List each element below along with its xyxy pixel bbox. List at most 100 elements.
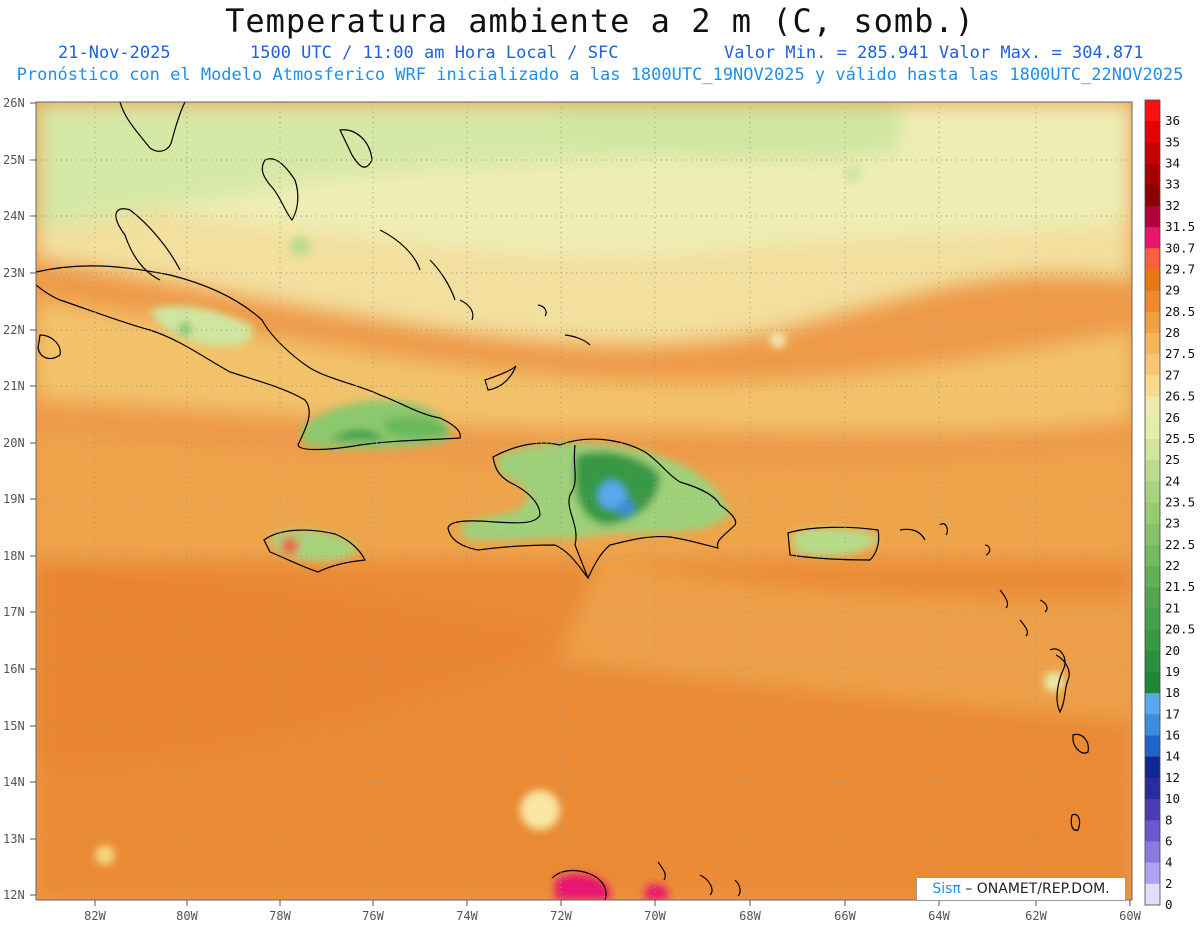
lat-label: 17N — [3, 605, 25, 619]
colorbar-label: 8 — [1165, 812, 1173, 827]
colorbar-label: 27 — [1165, 367, 1180, 382]
colorbar-swatch — [1145, 566, 1160, 588]
lon-label: 68W — [739, 909, 761, 923]
colorbar-label: 10 — [1165, 791, 1180, 806]
colorbar-swatch — [1145, 184, 1160, 207]
lat-label: 21N — [3, 379, 25, 393]
graticule — [36, 102, 1132, 900]
lon-label: 62W — [1025, 909, 1047, 923]
colorbar-swatch — [1145, 883, 1160, 906]
colorbar-label: 20 — [1165, 643, 1180, 658]
colorbar-swatch — [1145, 269, 1160, 292]
temperature-map: 26N 25N 24N 23N 22N 21N 20N 19N 18N 17N … — [3, 96, 1195, 923]
colorbar-swatch — [1145, 142, 1160, 165]
colorbar-label: 28.5 — [1165, 304, 1195, 319]
colorbar-swatch — [1145, 820, 1160, 842]
colorbar-label: 22 — [1165, 558, 1180, 573]
colorbar-label: 33 — [1165, 177, 1180, 192]
colorbar-label: 34 — [1165, 156, 1180, 171]
colorbar-label: 6 — [1165, 833, 1173, 848]
colorbar-label: 16 — [1165, 728, 1180, 743]
colorbar-label: 26.5 — [1165, 389, 1195, 404]
colorbar-label: 2 — [1165, 876, 1173, 891]
colorbar-label: 21 — [1165, 600, 1180, 615]
lon-label: 74W — [456, 909, 478, 923]
lon-axis: 82W 80W 78W 76W 74W 72W 70W 68W 66W 64W … — [84, 900, 1142, 923]
temperature-field — [36, 102, 1132, 900]
lon-label: 80W — [176, 909, 198, 923]
colorbar-swatch — [1145, 417, 1160, 440]
colorbar-label: 19 — [1165, 664, 1180, 679]
colorbar-label: 29 — [1165, 283, 1180, 298]
lat-label: 26N — [3, 96, 25, 110]
colorbar-label: 26 — [1165, 410, 1180, 425]
colorbar-label: 22.5 — [1165, 537, 1195, 552]
colorbar-swatch — [1145, 502, 1160, 525]
lat-label: 23N — [3, 266, 25, 280]
lon-label: 64W — [928, 909, 950, 923]
colorbar-label: 21.5 — [1165, 579, 1195, 594]
lat-label: 24N — [3, 209, 25, 223]
lon-label: 76W — [362, 909, 384, 923]
colorbar-label: 35 — [1165, 134, 1180, 149]
forecast-note: Pronóstico con el Modelo Atmosferico WRF… — [16, 65, 1184, 85]
colorbar-label: 31.5 — [1165, 219, 1195, 234]
colorbar: 363534333231.530.729.72928.52827.52726.5… — [1144, 99, 1195, 912]
credit-box: Sisπ – ONAMET/REP.DOM. — [916, 877, 1126, 901]
colorbar-swatch — [1145, 693, 1160, 715]
colorbar-swatch — [1145, 205, 1160, 228]
colorbar-label: 14 — [1165, 749, 1180, 764]
colorbar-swatch — [1145, 438, 1160, 461]
lat-label: 16N — [3, 662, 25, 676]
colorbar-swatch — [1145, 714, 1160, 737]
lat-label: 22N — [3, 323, 25, 337]
colorbar-label: 36 — [1165, 113, 1180, 128]
colorbar-label: 4 — [1165, 855, 1173, 870]
colorbar-label: 27.5 — [1165, 346, 1195, 361]
lat-label: 20N — [3, 436, 25, 450]
lat-label: 18N — [3, 549, 25, 563]
lon-label: 60W — [1119, 909, 1141, 923]
colorbar-swatch — [1145, 375, 1160, 398]
colorbar-swatch — [1145, 862, 1160, 885]
lat-axis: 26N 25N 24N 23N 22N 21N 20N 19N 18N 17N … — [3, 96, 36, 902]
colorbar-label: 25.5 — [1165, 431, 1195, 446]
colorbar-swatch — [1145, 735, 1160, 758]
colorbar-swatch — [1145, 671, 1160, 694]
colorbar-label: 0 — [1165, 897, 1173, 912]
lat-label: 14N — [3, 775, 25, 789]
lon-label: 72W — [550, 909, 572, 923]
colorbar-swatch — [1145, 799, 1160, 821]
colorbar-label: 23.5 — [1165, 495, 1195, 510]
colorbar-label: 32 — [1165, 198, 1180, 213]
credit-org: – ONAMET/REP.DOM. — [960, 881, 1110, 897]
colorbar-label: 30.7 — [1165, 240, 1195, 255]
time-info: 1500 UTC / 11:00 am Hora Local / SFC — [250, 43, 619, 63]
colorbar-label: 17 — [1165, 706, 1180, 721]
colorbar-label: 25 — [1165, 452, 1180, 467]
colorbar-swatch — [1145, 544, 1160, 567]
lon-label: 70W — [644, 909, 666, 923]
colorbar-label: 29.7 — [1165, 261, 1195, 276]
colorbar-label: 23 — [1165, 516, 1180, 531]
colorbar-swatch — [1145, 629, 1160, 652]
colorbar-swatch — [1145, 311, 1160, 334]
colorbar-swatch — [1145, 248, 1160, 270]
colorbar-swatch — [1145, 777, 1160, 800]
colorbar-label: 18 — [1165, 685, 1180, 700]
colorbar-swatch — [1145, 460, 1160, 482]
lat-label: 12N — [3, 888, 25, 902]
colorbar-swatch — [1145, 841, 1160, 864]
colorbar-label: 12 — [1165, 770, 1180, 785]
lat-label: 13N — [3, 832, 25, 846]
colorbar-label: 28 — [1165, 325, 1180, 340]
colorbar-swatch — [1145, 587, 1160, 609]
colorbar-swatch — [1145, 227, 1160, 249]
lon-label: 78W — [269, 909, 291, 923]
colorbar-label: 20.5 — [1165, 622, 1195, 637]
min-max-values: Valor Min. = 285.941 Valor Max. = 304.87… — [724, 43, 1144, 63]
colorbar-frame — [1144, 99, 1161, 906]
map-frame — [35, 101, 1133, 901]
lon-label: 66W — [834, 909, 856, 923]
lat-label: 19N — [3, 492, 25, 506]
